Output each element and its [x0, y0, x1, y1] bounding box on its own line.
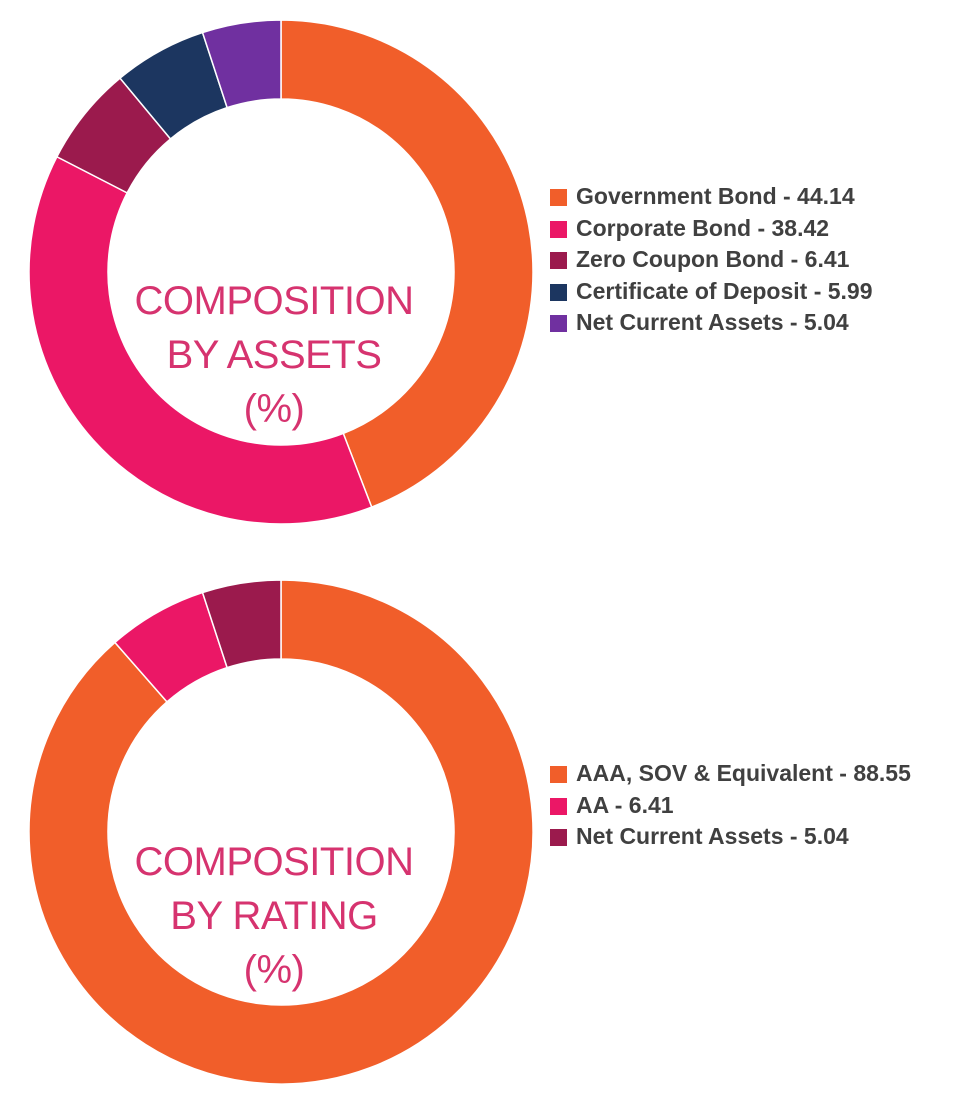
legend-label: AA - 6.41 [576, 791, 674, 818]
composition-by-rating-chart: COMPOSITION BY RATING (%) AAA, SOV & Equ… [0, 560, 956, 1101]
legend-swatch [550, 829, 567, 846]
rating-donut [28, 579, 534, 1085]
legend-item: Zero Coupon Bond - 6.41 [548, 244, 948, 276]
legend-swatch [550, 283, 567, 301]
legend-item: Government Bond - 44.14 [548, 181, 948, 213]
rating-title-line-2: BY RATING [170, 894, 378, 938]
legend-swatch [550, 189, 567, 206]
legend-item: Corporate Bond - 38.42 [548, 213, 948, 245]
assets-title-line-1: COMPOSITION [134, 279, 414, 323]
donut-slice-corporate-bond [28, 155, 373, 525]
assets-chart-title: COMPOSITION BY ASSETS (%) [104, 274, 444, 436]
legend-swatch [550, 252, 567, 269]
assets-title-line-3: (%) [243, 387, 305, 431]
legend-swatch [550, 315, 567, 332]
legend-swatch [550, 220, 567, 238]
legend-item: Net Current Assets - 5.04 [548, 307, 948, 339]
donut-slice-aaa-sov-equivalent [28, 579, 534, 1085]
rating-title-line-3: (%) [243, 948, 305, 992]
assets-donut [28, 19, 534, 525]
assets-legend: Government Bond - 44.14 Corporate Bond - … [548, 181, 948, 339]
legend-label: AAA, SOV & Equivalent - 88.55 [576, 760, 911, 786]
legend-swatch [550, 797, 567, 815]
rating-legend: AAA, SOV & Equivalent - 88.55 AA - 6.41 Ne… [548, 758, 948, 853]
legend-item: AA - 6.41 [548, 790, 948, 822]
legend-label: Corporate Bond - 38.42 [576, 214, 830, 241]
legend-label: Certificate of Deposit - 5.99 [576, 277, 873, 304]
composition-by-assets-chart: COMPOSITION BY ASSETS (%) Government Bon… [0, 0, 956, 540]
rating-chart-title: COMPOSITION BY RATING (%) [104, 835, 444, 997]
legend-label: Government Bond - 44.14 [576, 183, 855, 209]
legend-label: Zero Coupon Bond - 6.41 [576, 246, 850, 272]
donut-slice-government-bond [280, 19, 534, 508]
donut-slice-net-current-assets [201, 579, 282, 669]
legend-item: Certificate of Deposit - 5.99 [548, 276, 948, 308]
legend-swatch [550, 766, 567, 783]
legend-item: Net Current Assets - 5.04 [548, 821, 948, 853]
legend-item: AAA, SOV & Equivalent - 88.55 [548, 758, 948, 790]
assets-title-line-2: BY ASSETS [166, 333, 382, 377]
donut-slice-net-current-assets [201, 19, 282, 109]
rating-title-line-1: COMPOSITION [134, 840, 414, 884]
legend-label: Net Current Assets - 5.04 [576, 823, 849, 849]
legend-label: Net Current Assets - 5.04 [576, 309, 849, 335]
